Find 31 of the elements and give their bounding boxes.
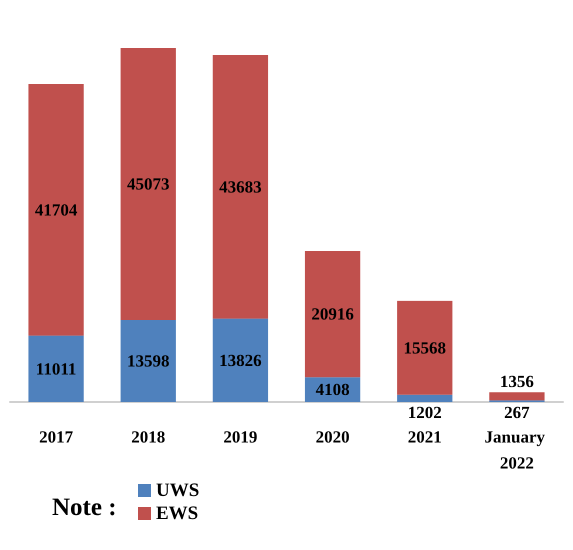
bar (120, 320, 176, 402)
x-tick-label: 2019 (223, 428, 258, 446)
x-tick-label: January 2022 (484, 428, 550, 472)
bar (28, 336, 84, 402)
bar (212, 318, 268, 402)
bar (212, 55, 268, 319)
data-label: 11011 (36, 359, 76, 378)
bar (304, 251, 360, 378)
data-label: 43683 (219, 177, 262, 196)
data-label: 4108 (316, 380, 350, 400)
data-label: 267 (504, 403, 530, 422)
data-label: 13598 (127, 351, 170, 370)
bar (120, 48, 176, 320)
x-tick-label: 2018 (131, 428, 166, 446)
legend-title: Note : (52, 494, 117, 521)
bar (28, 84, 84, 336)
legend-label: UWS (156, 480, 200, 501)
x-tick-label: 2020 (316, 428, 350, 446)
data-label: 41704 (34, 200, 78, 220)
data-label: 13826 (219, 350, 262, 370)
data-label: 1202 (408, 403, 442, 422)
data-label: 20916 (311, 304, 354, 324)
data-label: 1356 (500, 372, 534, 392)
data-label: 15568 (404, 338, 446, 358)
legend-label: EWS (156, 503, 198, 524)
bar (489, 392, 545, 400)
bar (397, 300, 452, 395)
bar (397, 394, 452, 402)
x-tick-label: 2017 (39, 428, 74, 446)
x-tick-label: 2021 (408, 428, 442, 446)
data-label: 45073 (127, 174, 170, 194)
